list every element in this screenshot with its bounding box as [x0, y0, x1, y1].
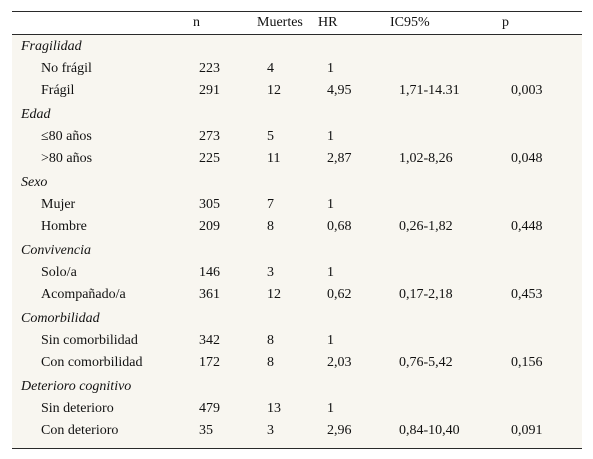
- row-n: 273: [199, 129, 220, 144]
- group-row-sexo: Sexo: [12, 172, 582, 194]
- table-row: Solo/a 146 3 1: [12, 262, 582, 284]
- row-hr: 2,96: [327, 423, 352, 438]
- row-ic95: 0,26-1,82: [399, 219, 453, 234]
- row-ic95: 1,71-14.31: [399, 83, 460, 98]
- row-p: 0,091: [511, 423, 543, 438]
- row-hr: 1: [327, 265, 334, 280]
- row-n: 361: [199, 287, 220, 302]
- group-row-deterioro-cognitivo: Deterioro cognitivo: [12, 376, 582, 398]
- row-hr: 2,03: [327, 355, 352, 370]
- group-title: Deterioro cognitivo: [21, 379, 132, 394]
- row-label: Hombre: [41, 219, 87, 234]
- table-row: Con deterioro 35 3 2,96 0,84-10,40 0,091: [12, 420, 582, 442]
- row-n: 305: [199, 197, 220, 212]
- row-muertes: 11: [267, 151, 281, 166]
- row-n: 172: [199, 355, 220, 370]
- group-row-convivencia: Convivencia: [12, 240, 582, 262]
- table-row: >80 años 225 11 2,87 1,02-8,26 0,048: [12, 148, 582, 170]
- table-row: Acompañado/a 361 12 0,62 0,17-2,18 0,453: [12, 284, 582, 306]
- row-p: 0,453: [511, 287, 543, 302]
- row-muertes: 8: [267, 333, 274, 348]
- row-hr: 0,62: [327, 287, 352, 302]
- row-ic95: 0,84-10,40: [399, 423, 460, 438]
- row-muertes: 5: [267, 129, 274, 144]
- results-table: n Muertes HR IC95% p Fragilidad No frági…: [12, 11, 582, 449]
- row-label: Sin comorbilidad: [41, 333, 138, 348]
- group-row-fragilidad: Fragilidad: [12, 36, 582, 58]
- row-ic95: 1,02-8,26: [399, 151, 453, 166]
- group-title: Convivencia: [21, 243, 91, 258]
- table-row: Sin deterioro 479 13 1: [12, 398, 582, 420]
- header-hr: HR: [318, 15, 338, 30]
- row-p: 0,003: [511, 83, 543, 98]
- row-label: Sin deterioro: [41, 401, 114, 416]
- header-n: n: [193, 15, 200, 30]
- row-p: 0,048: [511, 151, 543, 166]
- group-title: Fragilidad: [21, 39, 82, 54]
- row-muertes: 13: [267, 401, 281, 416]
- row-n: 479: [199, 401, 220, 416]
- row-n: 225: [199, 151, 220, 166]
- header-ic95: IC95%: [390, 15, 430, 30]
- row-n: 209: [199, 219, 220, 234]
- header-muertes: Muertes: [257, 15, 303, 30]
- row-n: 35: [199, 423, 213, 438]
- row-hr: 1: [327, 61, 334, 76]
- table-row: ≤80 años 273 5 1: [12, 126, 582, 148]
- row-hr: 4,95: [327, 83, 352, 98]
- row-label: >80 años: [41, 151, 93, 166]
- row-label: ≤80 años: [41, 129, 92, 144]
- row-muertes: 4: [267, 61, 274, 76]
- table-row: No frágil 223 4 1: [12, 58, 582, 80]
- table-row: Frágil 291 12 4,95 1,71-14.31 0,003: [12, 80, 582, 102]
- row-label: Mujer: [41, 197, 76, 212]
- row-hr: 1: [327, 401, 334, 416]
- row-hr: 1: [327, 129, 334, 144]
- row-muertes: 12: [267, 83, 281, 98]
- row-p: 0,156: [511, 355, 543, 370]
- row-n: 223: [199, 61, 220, 76]
- group-title: Sexo: [21, 175, 48, 190]
- row-label: Frágil: [41, 83, 75, 98]
- table-row: Con comorbilidad 172 8 2,03 0,76-5,42 0,…: [12, 352, 582, 374]
- row-muertes: 8: [267, 355, 274, 370]
- table-row: Hombre 209 8 0,68 0,26-1,82 0,448: [12, 216, 582, 238]
- row-muertes: 8: [267, 219, 274, 234]
- row-muertes: 12: [267, 287, 281, 302]
- row-label: Solo/a: [41, 265, 77, 280]
- row-n: 342: [199, 333, 220, 348]
- row-hr: 0,68: [327, 219, 352, 234]
- table-header-row: n Muertes HR IC95% p: [12, 12, 582, 35]
- group-title: Comorbilidad: [21, 311, 100, 326]
- header-p: p: [502, 15, 509, 30]
- row-n: 146: [199, 265, 220, 280]
- row-muertes: 3: [267, 423, 274, 438]
- row-n: 291: [199, 83, 220, 98]
- row-p: 0,448: [511, 219, 543, 234]
- row-label: No frágil: [41, 61, 92, 76]
- row-muertes: 7: [267, 197, 274, 212]
- row-ic95: 0,76-5,42: [399, 355, 453, 370]
- table-row: Sin comorbilidad 342 8 1: [12, 330, 582, 352]
- row-muertes: 3: [267, 265, 274, 280]
- group-row-edad: Edad: [12, 104, 582, 126]
- row-ic95: 0,17-2,18: [399, 287, 453, 302]
- table-row: Mujer 305 7 1: [12, 194, 582, 216]
- group-row-comorbilidad: Comorbilidad: [12, 308, 582, 330]
- row-hr: 1: [327, 333, 334, 348]
- row-label: Con comorbilidad: [41, 355, 143, 370]
- row-label: Acompañado/a: [41, 287, 126, 302]
- row-hr: 2,87: [327, 151, 352, 166]
- row-hr: 1: [327, 197, 334, 212]
- row-label: Con deterioro: [41, 423, 119, 438]
- group-title: Edad: [21, 107, 51, 122]
